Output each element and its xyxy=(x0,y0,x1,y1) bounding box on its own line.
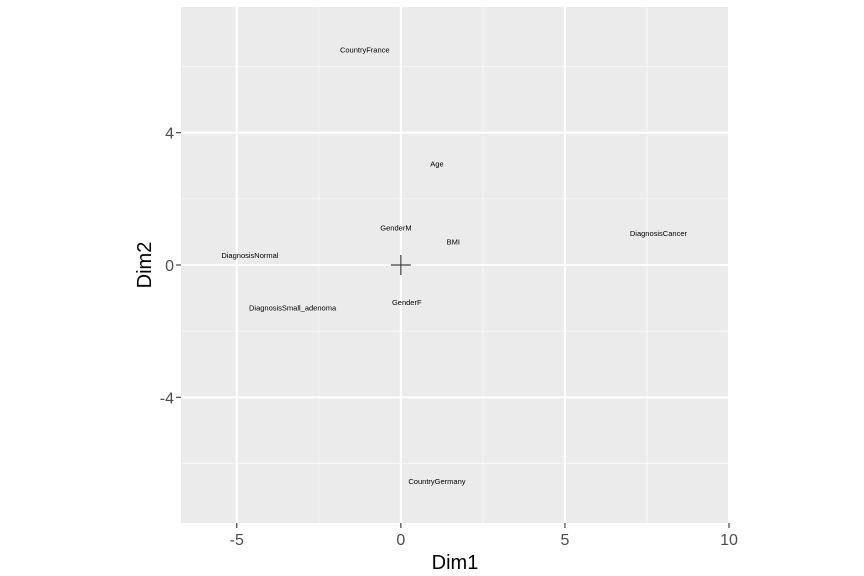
point-label: DiagnosisNormal xyxy=(221,251,278,260)
x-axis-title: Dim1 xyxy=(432,552,479,574)
y-tick-label: -4 xyxy=(160,390,174,407)
point-label: DiagnosisCancer xyxy=(630,229,688,238)
x-tick-label: 5 xyxy=(560,532,569,549)
y-tick-label: 4 xyxy=(165,126,174,143)
point-label: CountryGermany xyxy=(408,477,465,486)
y-axis-title: Dim2 xyxy=(134,242,156,289)
point-label: DiagnosisSmall_adenoma xyxy=(249,304,337,313)
origin-marker xyxy=(390,255,411,275)
x-tick-label: -5 xyxy=(230,532,244,549)
point-label: GenderM xyxy=(380,223,411,232)
x-tick-label: 0 xyxy=(396,532,405,549)
point-label: BMI xyxy=(447,237,460,246)
major-gridlines xyxy=(181,7,731,523)
point-label: Age xyxy=(430,160,443,169)
y-tick-label: 0 xyxy=(165,258,174,275)
y-axis: -4 0 4 xyxy=(160,126,181,407)
point-label: GenderF xyxy=(392,298,422,307)
x-axis: -5 0 5 10 xyxy=(230,523,738,549)
point-label: CountryFrance xyxy=(340,46,390,55)
x-tick-label: 10 xyxy=(720,532,738,549)
point-labels: CountryFrance Age GenderM BMI DiagnosisCance… xyxy=(221,46,687,487)
